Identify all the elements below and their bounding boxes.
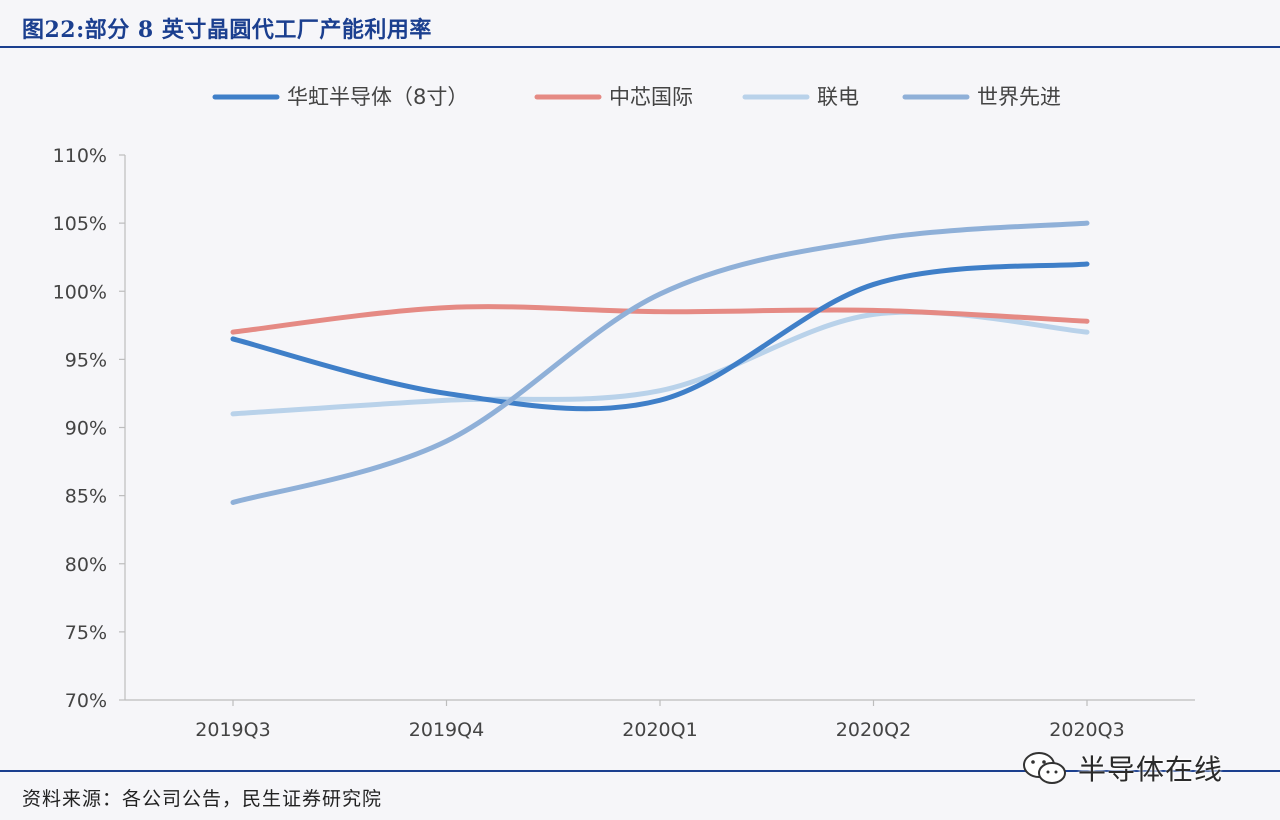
y-tick-label: 95% [65,349,107,371]
series-line-4 [230,220,1090,505]
y-tick-label: 90% [65,418,107,440]
chart-legend: 华虹半导体（8寸） 中芯国际 联电 世界先进 [212,85,1061,109]
chart-axes: 70% 75% 80% 85% 90% 95% 100% 105% 110% 2019Q3 2019… [53,145,1195,741]
title-rule [0,46,1280,48]
x-tick-label: 2019Q3 [195,719,270,741]
x-tick-label: 2020Q3 [1049,719,1124,741]
legend-label: 华虹半导体（8寸） [287,85,468,109]
figure-title: 图22:部分 8 英寸晶圆代工厂产能利用率 [22,17,432,43]
watermark: 半导体在线 [1020,748,1223,788]
watermark-text: 半导体在线 [1078,753,1224,786]
y-tick-label: 85% [65,486,107,508]
y-tick-label: 100% [53,281,107,303]
x-tick-label: 2020Q1 [622,719,697,741]
x-tick-label: 2019Q4 [409,719,484,741]
legend-label: 联电 [817,85,859,109]
wechat-icon [1023,752,1066,784]
series-line-1 [230,261,1090,412]
y-tick-label: 70% [65,690,107,712]
chart-series [230,220,1090,505]
x-tick-label: 2020Q2 [836,719,911,741]
y-tick-label: 110% [53,145,107,167]
y-tick-label: 75% [65,622,107,644]
legend-label: 世界先进 [977,85,1061,109]
source-rule [0,770,1280,772]
legend-label: 中芯国际 [609,85,693,109]
y-tick-label: 105% [53,213,107,235]
y-tick-label: 80% [65,554,107,576]
source-note: 资料来源：各公司公告，民生证券研究院 [22,788,383,810]
series-line-2 [230,304,1090,335]
